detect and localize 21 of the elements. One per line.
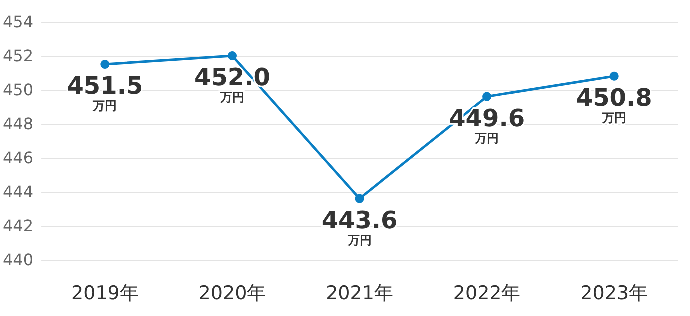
x-tick-label: 2021年 (326, 282, 394, 304)
data-label: 451.5 万円 (67, 72, 144, 113)
point (100, 60, 110, 69)
point (482, 92, 492, 102)
y-tick-label: 442 (2, 216, 34, 236)
y-tick-label: 454 (2, 12, 34, 32)
data-label: 443.6 万円 (322, 206, 398, 248)
x-tick-label: 2022年 (453, 282, 521, 304)
point (610, 72, 619, 81)
y-tick-label: 444 (2, 182, 34, 202)
x-tick-label: 2023年 (580, 282, 648, 304)
y-tick-label: 440 (2, 250, 34, 270)
point (355, 194, 364, 204)
y-tick-label: 450 (2, 80, 34, 100)
x-tick-label: 2019年 (72, 282, 139, 304)
y-tick-label: 448 (2, 114, 34, 134)
y-tick-label: 452 (2, 46, 34, 66)
y-tick-label: 446 (2, 148, 34, 168)
data-label: 450.8 万円 (576, 84, 652, 125)
point (228, 52, 237, 60)
x-tick-label: 2020年 (198, 282, 266, 304)
